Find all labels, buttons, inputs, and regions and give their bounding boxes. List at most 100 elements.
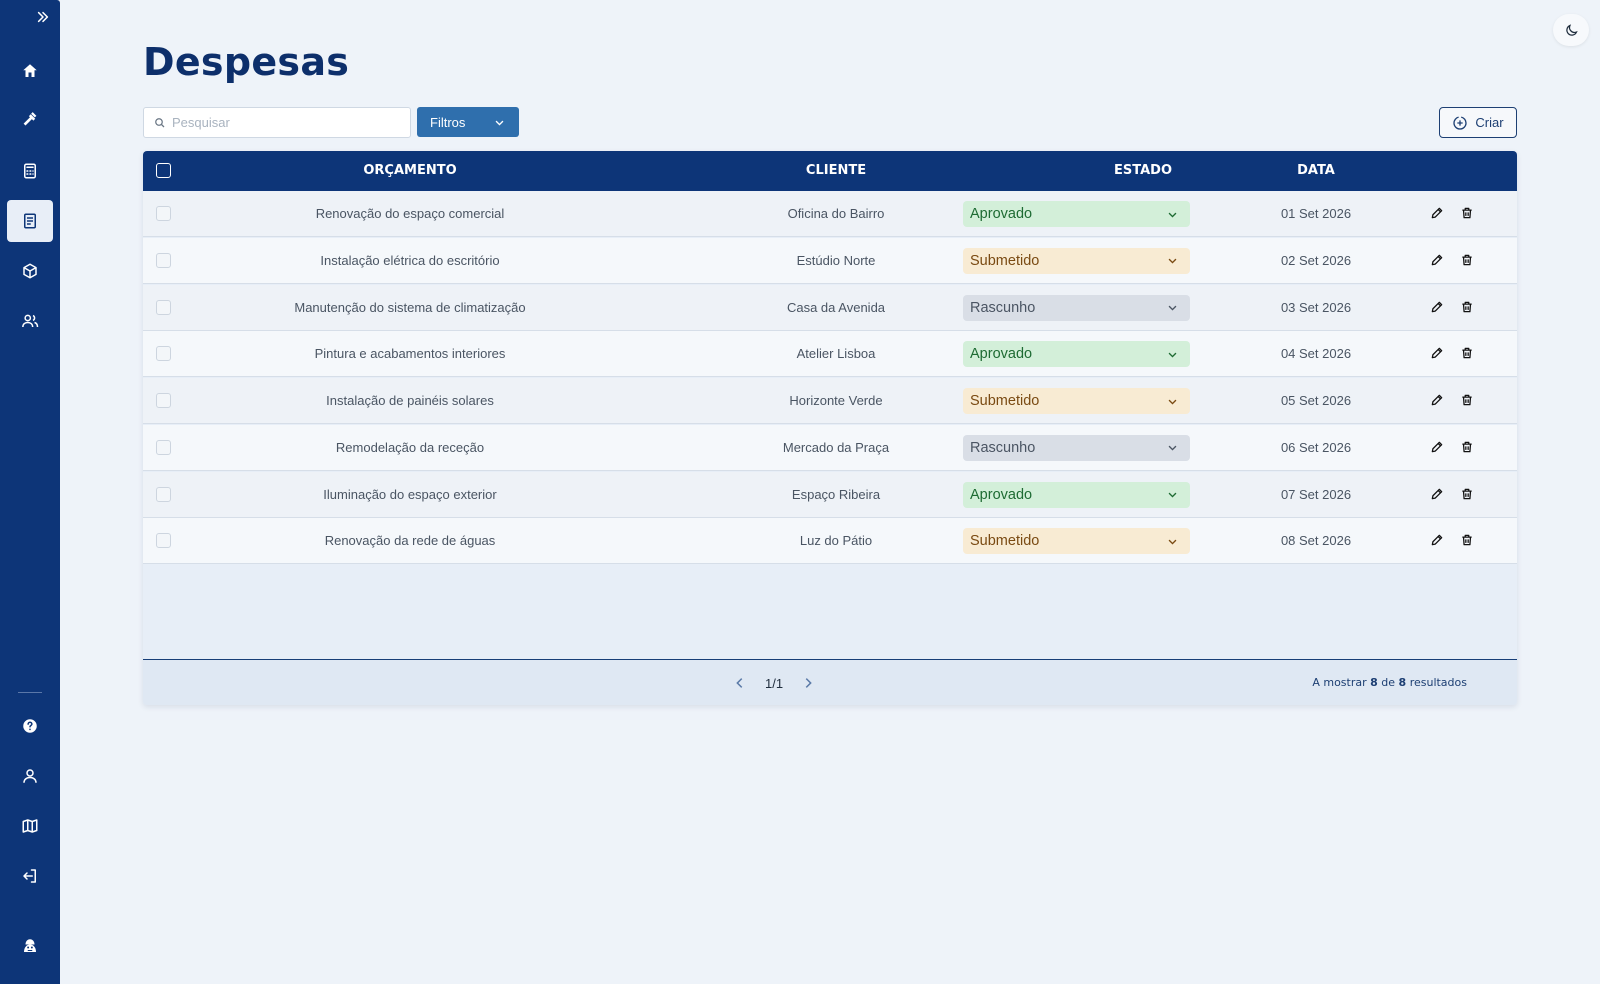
filters-dropdown-button[interactable]: Filtros <box>417 107 519 137</box>
header-budget[interactable]: ORÇAMENTO <box>363 163 457 178</box>
edit-button[interactable] <box>1428 531 1446 549</box>
help-icon <box>23 719 37 733</box>
edit-button[interactable] <box>1428 298 1446 316</box>
sidebar <box>0 0 60 984</box>
page-title: Despesas <box>143 40 350 84</box>
status-select[interactable]: Aprovado <box>963 481 1190 508</box>
row-checkbox[interactable] <box>156 393 171 408</box>
client-cell: Espaço Ribeira <box>791 486 881 502</box>
pencil-icon <box>1431 347 1443 359</box>
client-cell: Horizonte Verde <box>789 393 883 408</box>
status-select[interactable]: Aprovado <box>963 341 1190 368</box>
status-select[interactable]: Rascunho <box>963 434 1190 461</box>
status-select[interactable]: Rascunho <box>963 294 1190 321</box>
row-checkbox[interactable] <box>156 486 171 502</box>
status-select[interactable]: Submetido <box>963 388 1190 414</box>
status-value: Rascunho <box>970 439 1036 456</box>
results-summary: A mostrar 8 de 8 resultados <box>1312 660 1467 705</box>
row-checkbox[interactable] <box>156 533 171 549</box>
select-all-checkbox[interactable] <box>156 163 171 178</box>
delete-button[interactable] <box>1458 531 1476 549</box>
results-prefix: A mostrar <box>1312 676 1367 689</box>
expand-sidebar-icon[interactable] <box>34 8 52 26</box>
edit-button[interactable] <box>1428 438 1446 456</box>
status-select[interactable]: Submetido <box>963 528 1190 555</box>
row-checkbox[interactable] <box>156 439 171 455</box>
table-row: Iluminação do espaço exterior Espaço Ribe… <box>143 471 1517 518</box>
hammer-icon <box>23 112 37 126</box>
sidebar-item-clients[interactable] <box>7 300 53 342</box>
date-cell: 01 Set 2026 <box>1280 206 1352 221</box>
row-checkbox[interactable] <box>156 206 171 221</box>
status-select[interactable]: Submetido <box>963 247 1190 274</box>
trash-icon <box>1462 441 1472 453</box>
sidebar-item-help[interactable] <box>7 705 53 747</box>
sidebar-item-map[interactable] <box>7 805 53 847</box>
pencil-icon <box>1431 207 1443 219</box>
header-status[interactable]: ESTADO <box>1113 163 1172 178</box>
add-circle-icon <box>1453 115 1468 130</box>
delete-button[interactable] <box>1458 251 1476 269</box>
delete-button[interactable] <box>1458 485 1476 503</box>
pencil-icon <box>1431 534 1443 546</box>
table-row: Instalação elétrica do escritório Estúdio… <box>143 237 1517 284</box>
row-checkbox[interactable] <box>156 299 171 315</box>
status-value: Rascunho <box>970 299 1036 316</box>
sidebar-item-profile[interactable] <box>7 755 53 797</box>
edit-button[interactable] <box>1428 344 1446 362</box>
chevron-down-icon <box>1168 352 1177 358</box>
status-value: Aprovado <box>970 206 1033 222</box>
row-checkbox[interactable] <box>156 252 171 268</box>
sidebar-item-products[interactable] <box>7 250 53 292</box>
budget-cell: Renovação da rede de águas <box>324 533 496 549</box>
budget-cell: Remodelação da receção <box>335 439 485 455</box>
table-row: Instalação de painéis solares Horizonte V… <box>143 378 1517 424</box>
sidebar-item-home[interactable] <box>7 50 53 92</box>
budget-cell: Instalação de painéis solares <box>326 393 494 408</box>
header-date[interactable]: DATA <box>1297 163 1335 178</box>
sidebar-item-tools[interactable] <box>7 100 53 142</box>
next-page-icon[interactable] <box>801 676 815 690</box>
page-indicator: 1/1 <box>765 675 784 691</box>
users-icon <box>22 314 39 328</box>
client-cell: Atelier Lisboa <box>796 346 876 362</box>
trash-icon <box>1462 488 1472 499</box>
edit-button[interactable] <box>1428 485 1446 503</box>
edit-button[interactable] <box>1428 391 1446 409</box>
delete-button[interactable] <box>1458 204 1476 222</box>
logout-icon <box>23 869 36 883</box>
previous-page-icon[interactable] <box>733 676 747 690</box>
edit-button[interactable] <box>1428 251 1446 269</box>
delete-button[interactable] <box>1458 438 1476 456</box>
trash-icon <box>1462 534 1472 546</box>
theme-toggle-button[interactable] <box>1553 14 1589 46</box>
edit-button[interactable] <box>1428 204 1446 222</box>
budget-cell: Iluminação do espaço exterior <box>323 486 497 502</box>
box-icon <box>23 263 37 279</box>
row-checkbox[interactable] <box>156 346 171 362</box>
sidebar-item-expenses[interactable] <box>7 200 53 242</box>
search-input[interactable] <box>172 115 392 130</box>
delete-button[interactable] <box>1458 344 1476 362</box>
sidebar-divider <box>18 692 42 693</box>
date-cell: 05 Set 2026 <box>1280 393 1352 408</box>
create-button[interactable]: Criar <box>1439 107 1517 138</box>
delete-button[interactable] <box>1458 391 1476 409</box>
chevron-down-icon <box>1168 492 1177 498</box>
table-row: Remodelação da receção Mercado da Praça Ra… <box>143 424 1517 471</box>
sidebar-logo[interactable] <box>7 925 53 967</box>
pencil-icon <box>1431 441 1443 453</box>
sidebar-item-logout[interactable] <box>7 855 53 897</box>
delete-button[interactable] <box>1458 298 1476 316</box>
pencil-icon <box>1431 488 1443 499</box>
search-box[interactable] <box>143 107 411 138</box>
client-cell: Mercado da Praça <box>782 439 890 455</box>
table-row: Renovação do espaço comercial Oficina do … <box>143 191 1517 237</box>
client-cell: Estúdio Norte <box>796 252 876 268</box>
date-cell: 03 Set 2026 <box>1280 299 1352 315</box>
sidebar-item-calculator[interactable] <box>7 150 53 192</box>
budget-cell: Instalação elétrica do escritório <box>320 252 500 268</box>
status-select[interactable]: Aprovado <box>963 201 1190 227</box>
date-cell: 08 Set 2026 <box>1280 533 1352 549</box>
header-client[interactable]: CLIENTE <box>805 163 867 178</box>
